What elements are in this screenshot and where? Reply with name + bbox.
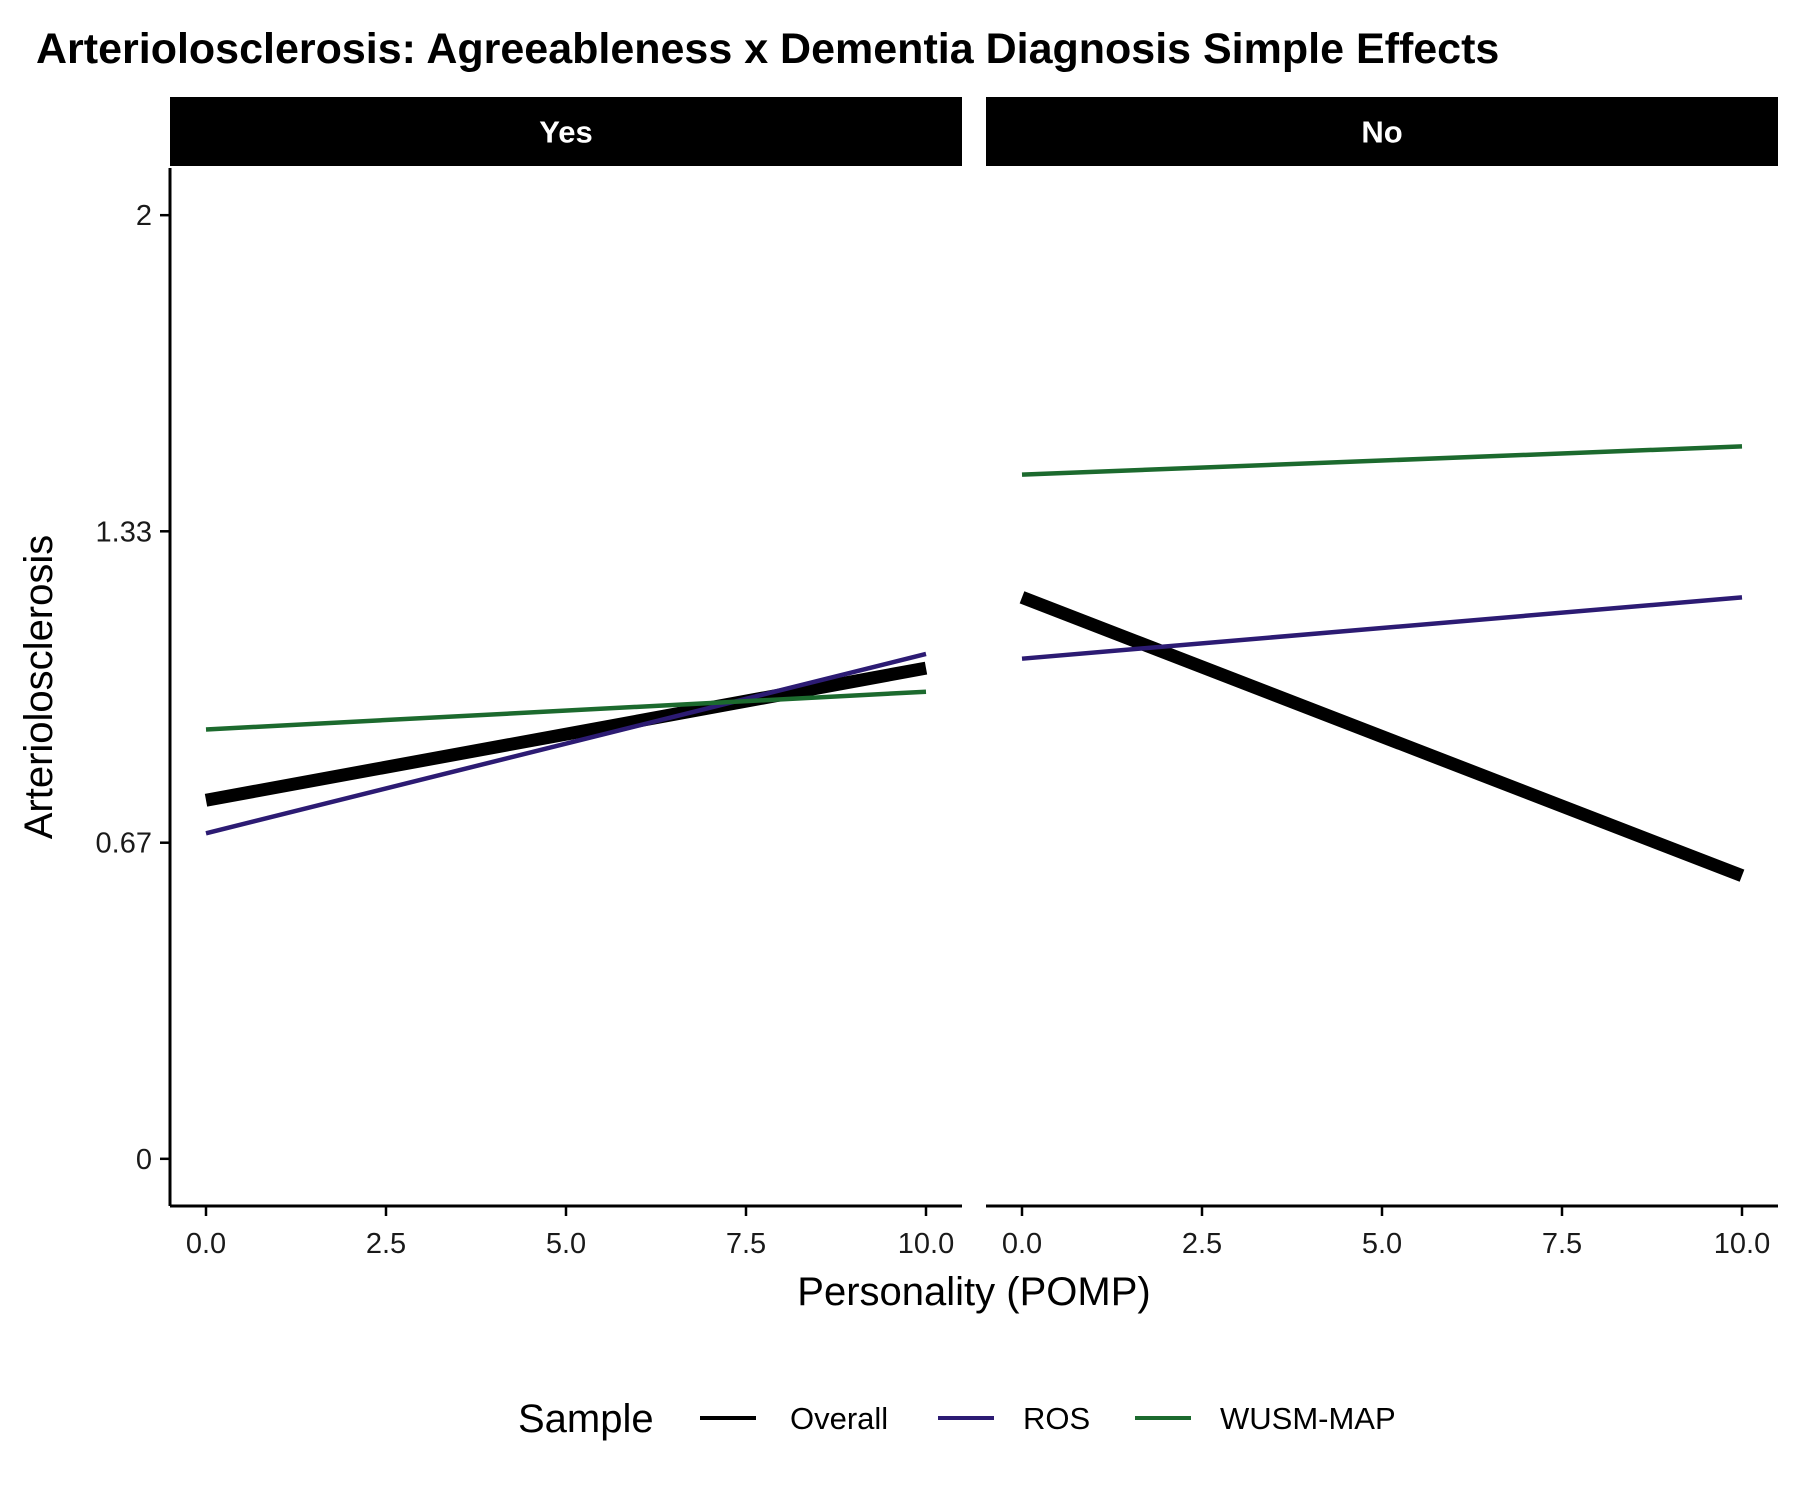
x-tick-label: 2.5 — [1182, 1228, 1222, 1260]
y-tick-label: 1.33 — [96, 516, 152, 548]
legend-title: Sample — [518, 1397, 654, 1441]
series-line-wusm-map — [205, 689, 927, 732]
x-axis-title: Personality (POMP) — [797, 1270, 1150, 1314]
facet-strip-no — [986, 97, 1778, 166]
x-tick-label: 7.5 — [1542, 1228, 1582, 1260]
y-axis-title: Arteriolosclerosis — [17, 535, 61, 840]
facet-strip-yes — [170, 97, 962, 166]
series-line-overall — [1019, 591, 1745, 882]
y-tick-label: 2 — [136, 200, 152, 232]
x-tick-label: 0.0 — [1002, 1228, 1042, 1260]
series-line-ros — [205, 651, 927, 836]
facet-label: No — [1361, 115, 1402, 150]
x-tick-label: 7.5 — [726, 1228, 766, 1260]
legend-label: ROS — [1023, 1401, 1090, 1436]
series-line-overall — [204, 661, 928, 807]
series-line-ros — [1021, 595, 1743, 661]
chart-title: Arteriolosclerosis: Agreeableness x Deme… — [36, 25, 1500, 73]
x-tick-label: 0.0 — [186, 1228, 226, 1260]
legend-label: Overall — [790, 1401, 888, 1436]
y-tick-label: 0 — [136, 1144, 152, 1176]
series-line-wusm-map — [1021, 444, 1743, 477]
x-tick-label: 10.0 — [898, 1228, 954, 1260]
x-tick-label: 5.0 — [546, 1228, 586, 1260]
legend-label: WUSM-MAP — [1220, 1401, 1396, 1436]
facet-label: Yes — [539, 115, 592, 150]
x-tick-label: 5.0 — [1362, 1228, 1402, 1260]
y-tick-label: 0.67 — [96, 828, 152, 860]
x-tick-label: 10.0 — [1714, 1228, 1770, 1260]
x-tick-label: 2.5 — [366, 1228, 406, 1260]
